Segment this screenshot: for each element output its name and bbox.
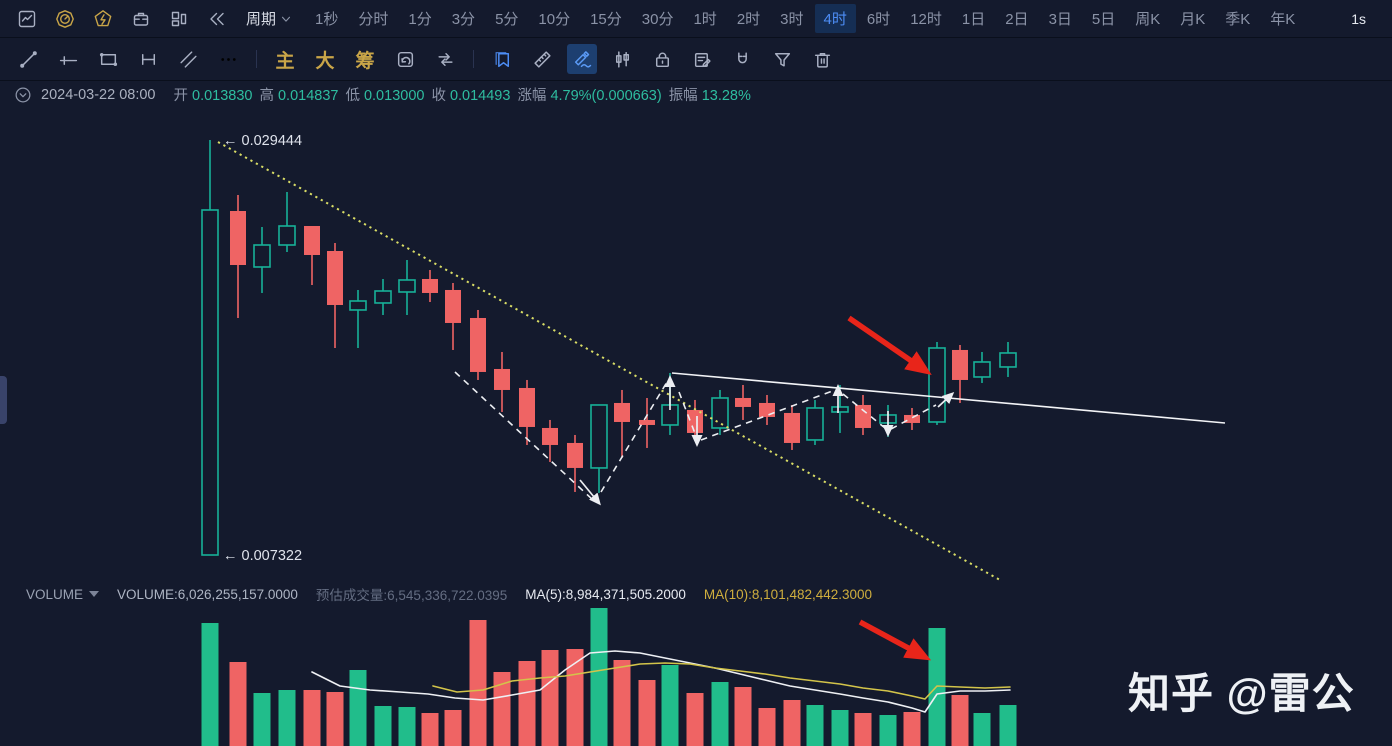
parallel-channel-tool[interactable] (173, 44, 203, 74)
latency-indicator: 1s (1351, 10, 1366, 27)
period-15分[interactable]: 15分 (590, 11, 622, 28)
period-1时[interactable]: 1时 (693, 11, 717, 28)
ohlc-value: 0.014837 (277, 88, 339, 104)
chevron-down-icon (89, 591, 100, 597)
rectangle-tool[interactable] (93, 44, 123, 74)
top-toolbar: 周期 1秒 分时 1分 3分 5分 10分 15分 30分 1时 2时 3时 4时 6时 12时 1日 2日 3… (0, 0, 1392, 38)
period-2时[interactable]: 2时 (736, 11, 761, 28)
candle-style-button[interactable] (607, 44, 637, 74)
ohlc-label: 涨幅 (517, 88, 547, 104)
estimated-volume-value: 预估成交量:6,545,336,722.0395 (315, 588, 508, 603)
ohlc-label: 开 (173, 88, 189, 104)
candle-datetime: 2024-03-22 08:00 (41, 86, 156, 103)
period-dropdown-label: 周期 (246, 11, 277, 28)
period-季K[interactable]: 季K (1225, 11, 1251, 28)
period-1日[interactable]: 1日 (961, 11, 986, 28)
period-dropdown[interactable]: 周期 (246, 8, 293, 29)
ohlc-value: 0.014493 (449, 88, 511, 104)
ohlc-infobar: 2024-03-22 08:00 开 0.013830 高 0.014837 低 0.01… (14, 84, 751, 105)
period-3分[interactable]: 3分 (451, 11, 476, 28)
ohlc-label: 低 (345, 88, 360, 104)
main-indicator-button[interactable]: 主 (275, 50, 295, 72)
price-label: ← 0.007322 (223, 548, 302, 564)
ohlc-label: 收 (431, 88, 446, 104)
volume-indicator-label: VOLUME (26, 586, 84, 602)
chart-icon[interactable] (16, 8, 38, 30)
ohlc-label: 高 (259, 88, 274, 104)
toolbar-separator (473, 50, 474, 68)
period-30分[interactable]: 30分 (641, 11, 674, 28)
delete-button[interactable] (807, 44, 837, 74)
measure-button[interactable] (527, 44, 557, 74)
price-range-tool[interactable] (133, 44, 163, 74)
period-月K[interactable]: 月K (1180, 11, 1206, 28)
period-10分[interactable]: 10分 (538, 11, 571, 28)
chips-button[interactable]: 筹 (355, 50, 375, 72)
chevron-down-icon (281, 16, 291, 22)
period-年K[interactable]: 年K (1270, 11, 1296, 28)
ohlc-value: 0.013830 (192, 88, 253, 104)
volume-ma10-value: MA(10):8,101,482,442.3000 (703, 586, 873, 602)
large-view-button[interactable]: 大 (315, 50, 335, 72)
draw-mode-button[interactable] (567, 44, 597, 74)
collapse-legend-icon[interactable] (14, 86, 32, 104)
layout-icon[interactable] (168, 8, 190, 30)
price-label: ← 0.029444 (223, 133, 302, 149)
drawing-toolbar: 主大筹 (0, 38, 1392, 81)
filter-button[interactable] (767, 44, 797, 74)
volume-indicator-dropdown[interactable]: VOLUME (26, 586, 100, 602)
more-tools-button[interactable] (213, 44, 243, 74)
period-1秒[interactable]: 1秒 (315, 11, 339, 28)
period-list: 1秒 分时 1分 3分 5分 10分 15分 30分 1时 2时 3时 4时 6时 12时 1日 2日 3日 5日… (305, 4, 1305, 33)
period-5日[interactable]: 5日 (1091, 11, 1116, 28)
bookmark-button[interactable] (487, 44, 517, 74)
toolbar-separator (256, 50, 257, 68)
volume-legend: VOLUME VOLUME:6,026,255,157.0000 预估成交量:6… (26, 584, 872, 604)
period-2日[interactable]: 2日 (1005, 11, 1029, 28)
period-6时[interactable]: 6时 (866, 11, 891, 28)
period-3时[interactable]: 3时 (780, 11, 804, 28)
notes-button[interactable] (687, 44, 717, 74)
magnet-button[interactable] (727, 44, 757, 74)
watermark: 知乎 @雷公 (1128, 670, 1355, 717)
ohlc-value: 0.013000 (363, 88, 425, 104)
toolbox-icon[interactable] (130, 8, 152, 30)
period-1分[interactable]: 1分 (408, 11, 432, 28)
lock-button[interactable] (647, 44, 677, 74)
period-5分[interactable]: 5分 (495, 11, 519, 28)
gauge-gold-icon[interactable] (54, 8, 76, 30)
trend-line-tool[interactable] (13, 44, 43, 74)
period-分时[interactable]: 分时 (358, 11, 389, 28)
period-12时[interactable]: 12时 (910, 11, 942, 28)
volume-ma5-value: MA(5):8,984,371,505.2000 (525, 586, 686, 602)
replay-button[interactable] (390, 44, 420, 74)
ohlc-label: 振幅 (668, 88, 698, 104)
energy-pentagon-icon[interactable] (92, 8, 114, 30)
period-周K[interactable]: 周K (1135, 11, 1161, 28)
ohlc-fields: 开 0.013830 高 0.014837 低 0.013000 收 0.014493 涨幅 4.… (167, 84, 751, 105)
app-icons (16, 8, 228, 30)
period-3日[interactable]: 3日 (1048, 11, 1072, 28)
horizontal-line-tool[interactable] (53, 44, 83, 74)
volume-value: VOLUME:6,026,255,157.0000 (117, 586, 298, 602)
sidebar-collapse-handle[interactable] (0, 376, 7, 424)
compare-button[interactable] (430, 44, 460, 74)
ohlc-value: 13.28% (701, 88, 751, 104)
ohlc-value: 4.79%(0.000663) (550, 88, 662, 104)
replay-back-icon[interactable] (206, 8, 228, 30)
period-4时[interactable]: 4时 (814, 4, 856, 33)
